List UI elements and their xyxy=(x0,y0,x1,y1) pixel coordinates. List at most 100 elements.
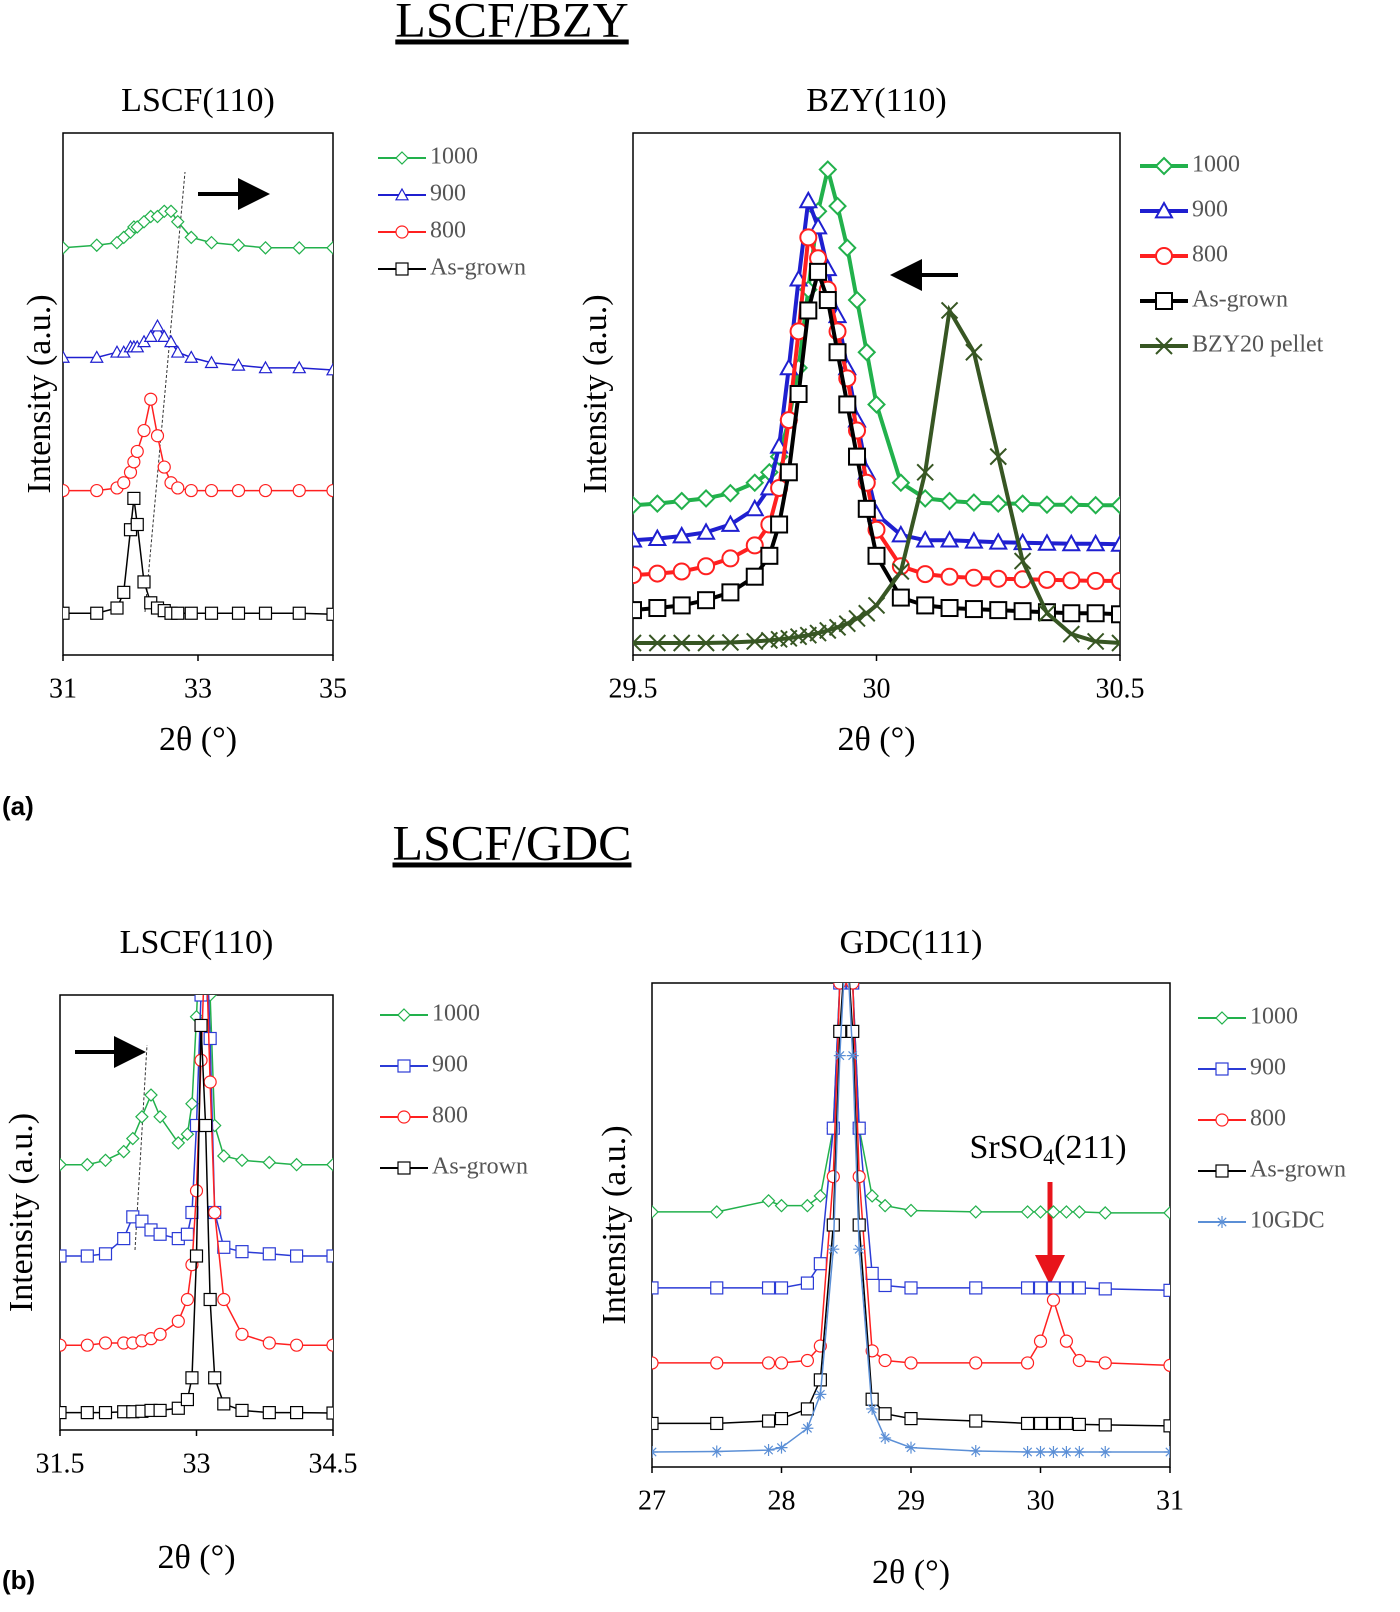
marker xyxy=(262,1405,276,1420)
marker xyxy=(171,1136,186,1150)
marker xyxy=(697,591,716,610)
x-tick-label: 27 xyxy=(638,1485,666,1516)
marker xyxy=(1013,494,1033,514)
marker xyxy=(1033,1281,1048,1295)
marker xyxy=(905,1441,917,1454)
marker xyxy=(235,1327,249,1341)
marker xyxy=(916,463,934,482)
y-axis-label: Intensity (a.u.) xyxy=(21,294,58,493)
marker xyxy=(258,606,273,620)
marker xyxy=(184,606,198,620)
marker xyxy=(770,515,789,534)
marker xyxy=(745,473,765,493)
legend-marker xyxy=(397,1110,411,1124)
marker xyxy=(789,385,808,403)
marker xyxy=(878,1198,892,1213)
marker xyxy=(80,1338,94,1352)
marker xyxy=(204,235,219,250)
guide-line xyxy=(144,171,186,613)
marker xyxy=(818,291,837,310)
y-axis-label: Intensity (a.u.) xyxy=(577,294,614,493)
marker xyxy=(326,240,333,255)
series-line xyxy=(633,168,1120,508)
marker xyxy=(1033,1416,1048,1431)
marker xyxy=(696,522,716,540)
marker xyxy=(171,1314,185,1328)
marker xyxy=(721,583,740,602)
marker xyxy=(1111,571,1120,590)
marker xyxy=(762,1444,775,1457)
marker xyxy=(326,1406,333,1420)
marker xyxy=(867,395,886,414)
marker xyxy=(1013,552,1032,570)
marker xyxy=(965,343,983,361)
marker xyxy=(633,601,642,620)
marker xyxy=(964,568,983,587)
marker xyxy=(326,1157,333,1172)
marker xyxy=(1098,1282,1112,1296)
marker xyxy=(60,1249,67,1263)
marker xyxy=(814,1388,827,1401)
x-tick-label: 30.5 xyxy=(1096,673,1145,704)
marker xyxy=(745,536,764,555)
marker xyxy=(326,607,333,621)
marker xyxy=(208,1205,222,1220)
marker xyxy=(840,832,852,844)
marker xyxy=(964,600,983,619)
series-line xyxy=(633,200,1120,547)
legend-marker xyxy=(395,151,409,165)
marker xyxy=(1111,634,1120,652)
marker xyxy=(1020,1416,1035,1431)
marker xyxy=(153,1403,167,1418)
series-line xyxy=(60,1025,333,1414)
marker xyxy=(652,1446,658,1458)
marker xyxy=(180,1227,194,1241)
marker xyxy=(137,423,151,438)
marker xyxy=(696,488,716,508)
marker xyxy=(1034,1446,1047,1458)
marker xyxy=(1164,1446,1170,1458)
marker xyxy=(848,609,866,628)
marker xyxy=(235,1403,249,1418)
marker xyxy=(153,1109,167,1124)
marker xyxy=(203,1031,217,1046)
marker xyxy=(710,1445,723,1458)
marker xyxy=(153,1227,167,1241)
marker xyxy=(1062,571,1081,590)
legend-marker xyxy=(394,187,410,201)
legend-label: 1000 xyxy=(432,1001,480,1027)
chart-title: BZY(110) xyxy=(806,82,946,119)
marker xyxy=(184,230,199,245)
marker xyxy=(326,1338,333,1352)
marker xyxy=(647,528,668,546)
marker xyxy=(867,596,886,615)
plot-frame xyxy=(62,132,334,656)
marker xyxy=(1072,1205,1087,1219)
marker xyxy=(838,614,856,633)
marker xyxy=(837,238,857,258)
marker xyxy=(203,1292,217,1307)
series-line xyxy=(63,498,333,616)
marker xyxy=(1062,604,1081,623)
marker xyxy=(194,995,208,1002)
x-tick-label: 33 xyxy=(183,1448,211,1479)
marker xyxy=(216,1149,231,1163)
marker xyxy=(157,329,172,342)
marker xyxy=(326,1249,333,1263)
marker xyxy=(964,493,984,512)
marker xyxy=(968,1205,983,1219)
marker xyxy=(184,350,199,363)
x-axis-label: 2θ (°) xyxy=(872,1554,950,1591)
marker xyxy=(800,1353,815,1368)
marker xyxy=(1086,495,1106,515)
marker xyxy=(761,1281,776,1295)
marker xyxy=(809,262,828,281)
legend-marker xyxy=(1154,200,1174,219)
legend-label: As-grown xyxy=(1192,287,1288,313)
marker xyxy=(258,360,273,374)
y-axis-label: Intensity (a.u.) xyxy=(596,1125,633,1324)
marker xyxy=(969,1356,983,1370)
marker xyxy=(633,530,643,548)
marker xyxy=(633,495,643,515)
marker xyxy=(761,1414,776,1428)
